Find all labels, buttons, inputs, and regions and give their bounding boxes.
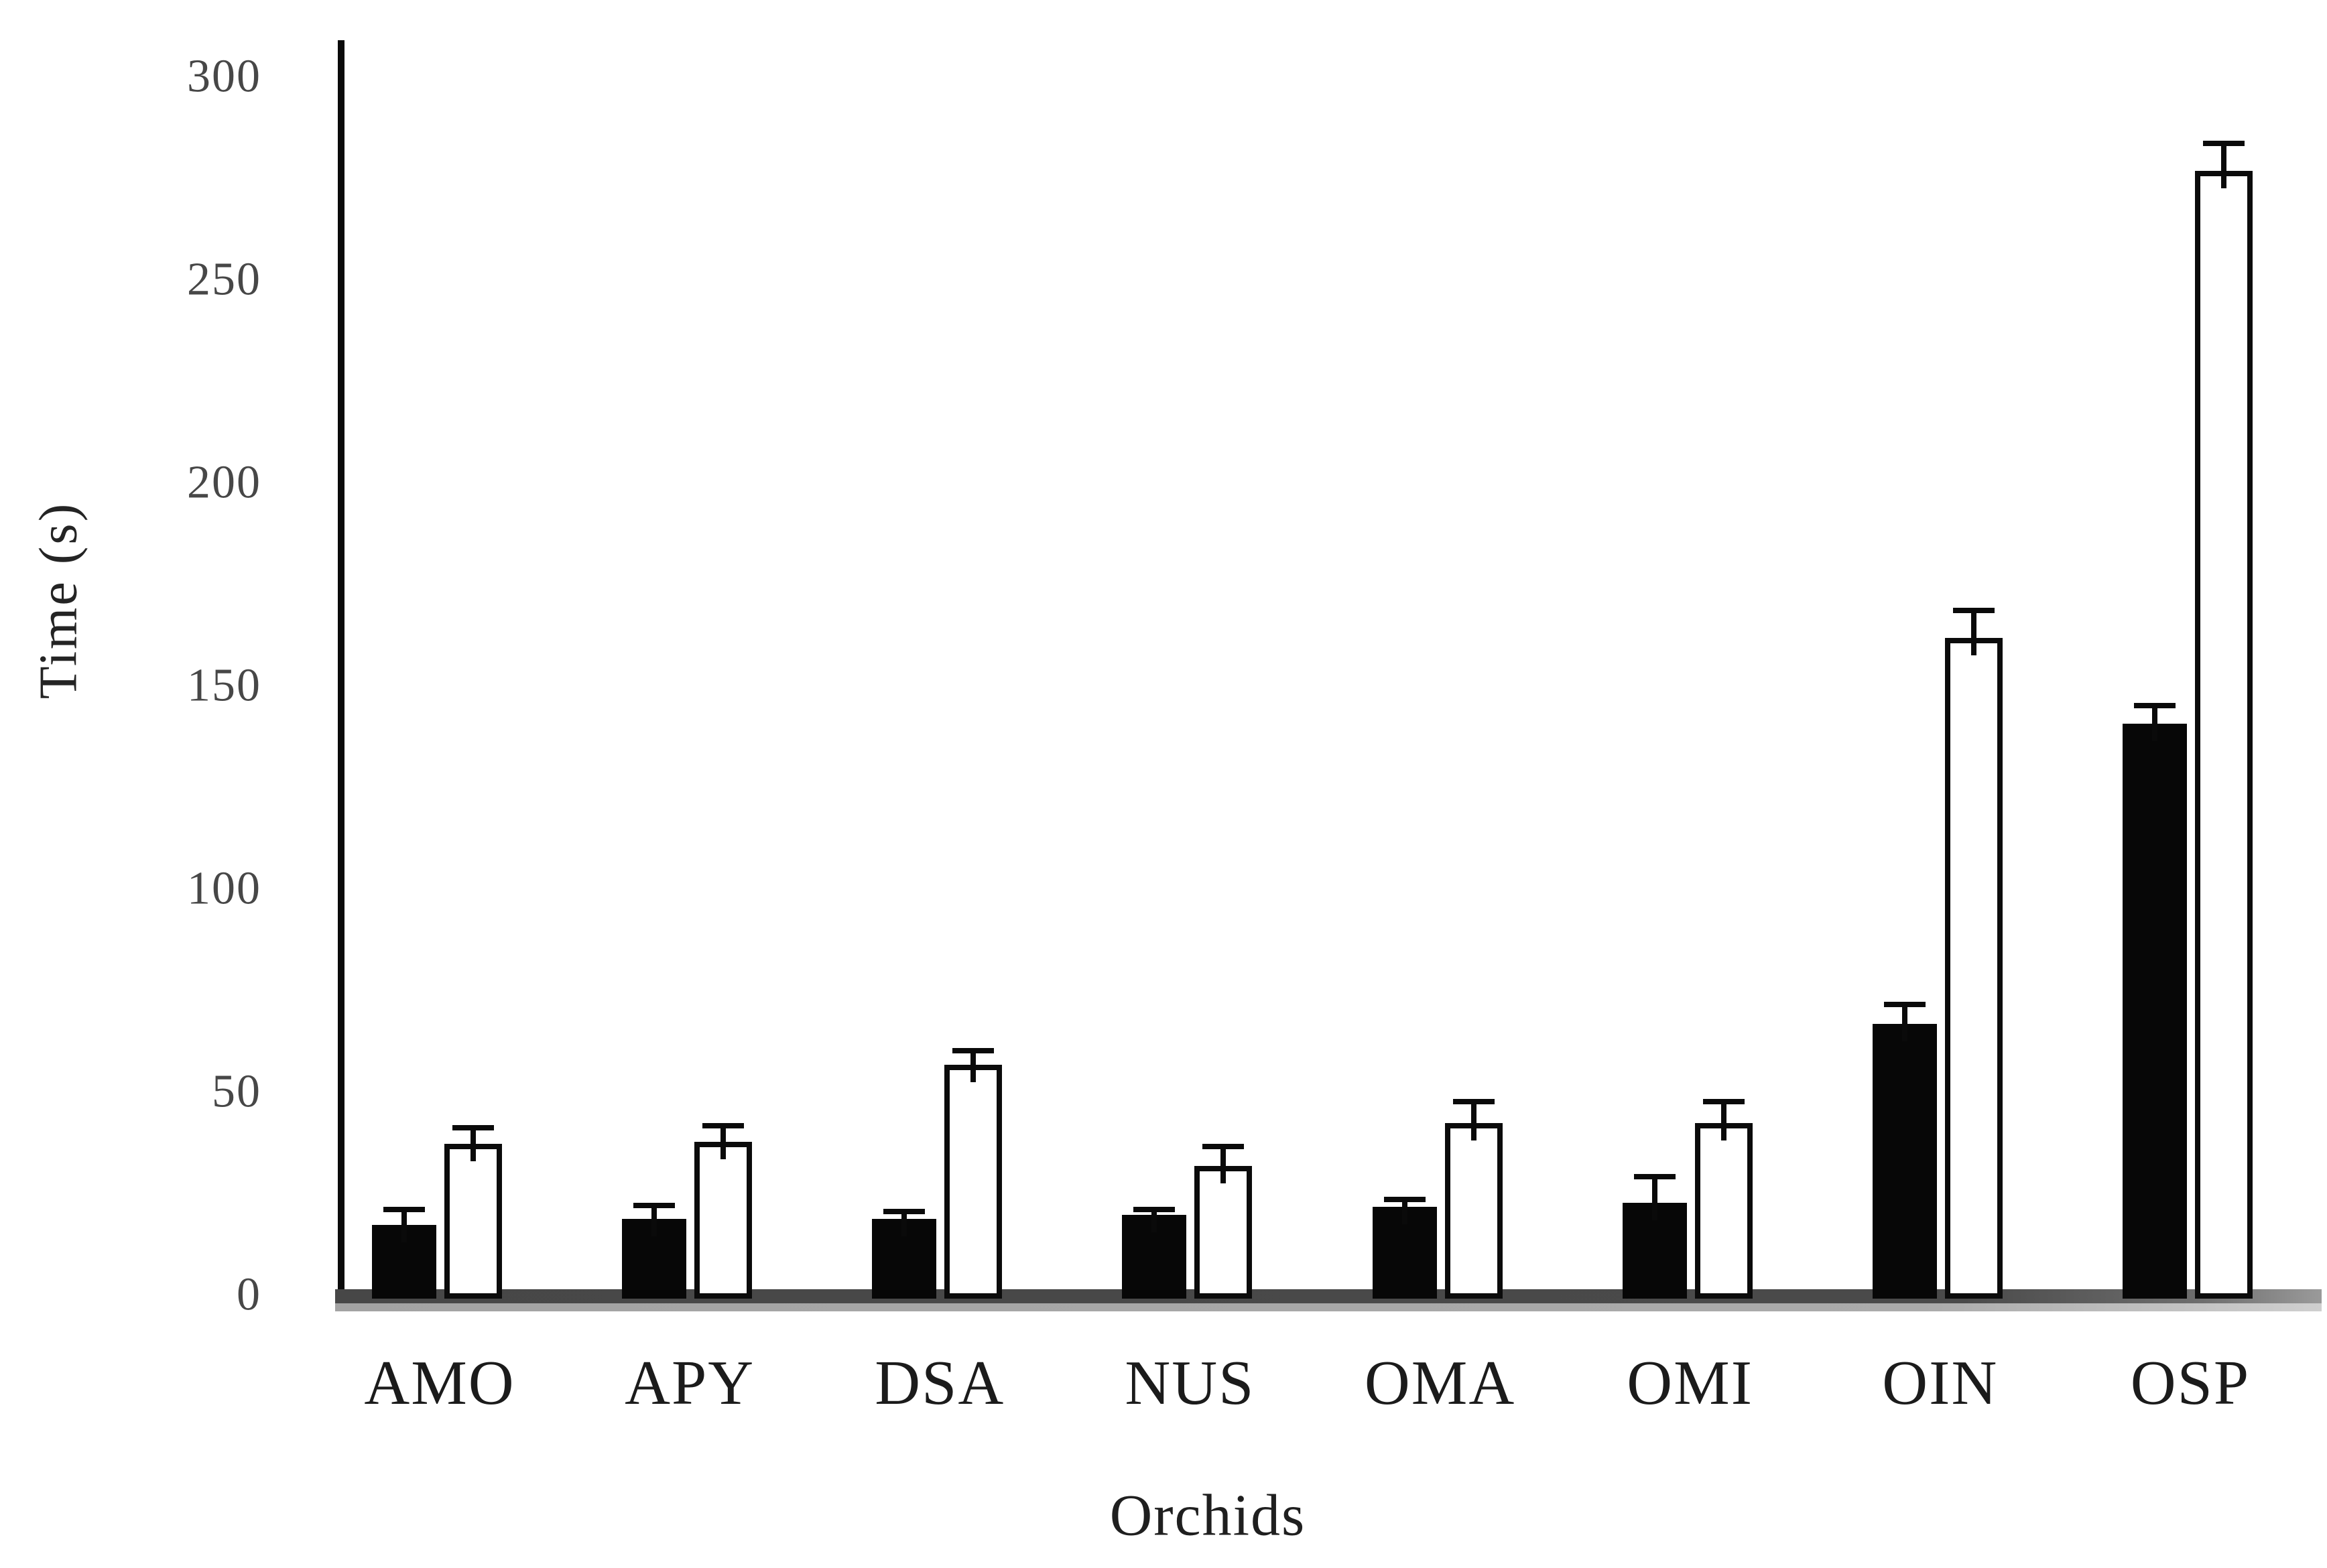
category-label-OSP: OSP (2130, 1348, 2251, 1418)
error-whisker-OIN-open-white-bars (1970, 607, 1976, 656)
y-tick-label-250: 250 (187, 253, 261, 306)
error-whisker-APY-open-white-bars (720, 1123, 727, 1159)
category-label-NUS: NUS (1125, 1348, 1255, 1418)
error-whisker-OMI-open-white-bars (1720, 1099, 1726, 1141)
error-cap-OMA-filled-black-bars (1383, 1196, 1426, 1202)
y-axis-line (338, 40, 344, 1303)
error-cap-OIN-open-white-bars (1952, 607, 1995, 613)
category-label-OMI: OMI (1627, 1348, 1754, 1418)
error-cap-AMO-open-white-bars (452, 1125, 494, 1131)
category-label-AMO: AMO (364, 1348, 515, 1418)
category-label-OMA: OMA (1364, 1348, 1516, 1418)
error-whisker-DSA-open-white-bars (970, 1048, 977, 1082)
error-whisker-OSP-filled-black-bars (2151, 703, 2157, 741)
bar-OIN-open-white-bars (1944, 638, 2003, 1299)
x-axis-title: Orchids (1109, 1483, 1306, 1549)
error-whisker-AMO-open-white-bars (470, 1125, 476, 1161)
error-cap-DSA-open-white-bars (952, 1048, 995, 1054)
error-cap-DSA-filled-black-bars (883, 1208, 926, 1214)
error-cap-OMA-open-white-bars (1452, 1099, 1495, 1105)
error-whisker-DSA-filled-black-bars (901, 1208, 907, 1236)
bar-APY-open-white-bars (694, 1141, 753, 1299)
error-whisker-OMI-filled-black-bars (1651, 1174, 1657, 1220)
bar-OIN-filled-black-bars (1872, 1023, 1937, 1299)
y-tick-label-0: 0 (237, 1268, 261, 1321)
error-whisker-NUS-filled-black-bars (1151, 1206, 1157, 1232)
error-whisker-OSP-open-white-bars (2220, 140, 2226, 189)
bar-OSP-filled-black-bars (2122, 723, 2187, 1299)
error-cap-OSP-open-white-bars (2202, 140, 2245, 146)
error-cap-APY-open-white-bars (702, 1123, 745, 1129)
error-cap-NUS-filled-black-bars (1133, 1206, 1176, 1212)
error-whisker-AMO-filled-black-bars (401, 1206, 407, 1242)
bar-OSP-open-white-bars (2194, 171, 2253, 1299)
x-axis-line-shadow (335, 1303, 2322, 1311)
error-whisker-APY-filled-black-bars (651, 1202, 657, 1236)
bar-OMI-open-white-bars (1694, 1123, 1753, 1299)
bar-OMA-open-white-bars (1444, 1123, 1503, 1299)
error-cap-OIN-filled-black-bars (1883, 1001, 1926, 1007)
error-whisker-OIN-filled-black-bars (1901, 1001, 1907, 1041)
error-cap-NUS-open-white-bars (1202, 1143, 1245, 1149)
y-tick-label-150: 150 (187, 659, 261, 712)
error-whisker-OMA-filled-black-bars (1401, 1196, 1407, 1224)
category-label-DSA: DSA (875, 1348, 1005, 1418)
y-tick-label-200: 200 (187, 456, 261, 509)
error-cap-AMO-filled-black-bars (383, 1206, 425, 1212)
y-tick-label-50: 50 (212, 1065, 261, 1118)
error-cap-OMI-filled-black-bars (1633, 1174, 1676, 1180)
bar-NUS-open-white-bars (1194, 1166, 1253, 1299)
error-cap-OMI-open-white-bars (1702, 1099, 1745, 1105)
y-tick-label-100: 100 (187, 862, 261, 915)
y-tick-label-300: 300 (187, 50, 261, 103)
error-cap-APY-filled-black-bars (633, 1202, 676, 1208)
error-cap-OSP-filled-black-bars (2133, 703, 2176, 709)
category-label-APY: APY (625, 1348, 755, 1418)
bar-DSA-open-white-bars (944, 1064, 1003, 1299)
error-whisker-NUS-open-white-bars (1220, 1143, 1227, 1184)
error-whisker-OMA-open-white-bars (1470, 1099, 1476, 1141)
bar-AMO-open-white-bars (444, 1143, 502, 1299)
x-axis-line (335, 1289, 2322, 1303)
category-label-OIN: OIN (1882, 1348, 1999, 1418)
